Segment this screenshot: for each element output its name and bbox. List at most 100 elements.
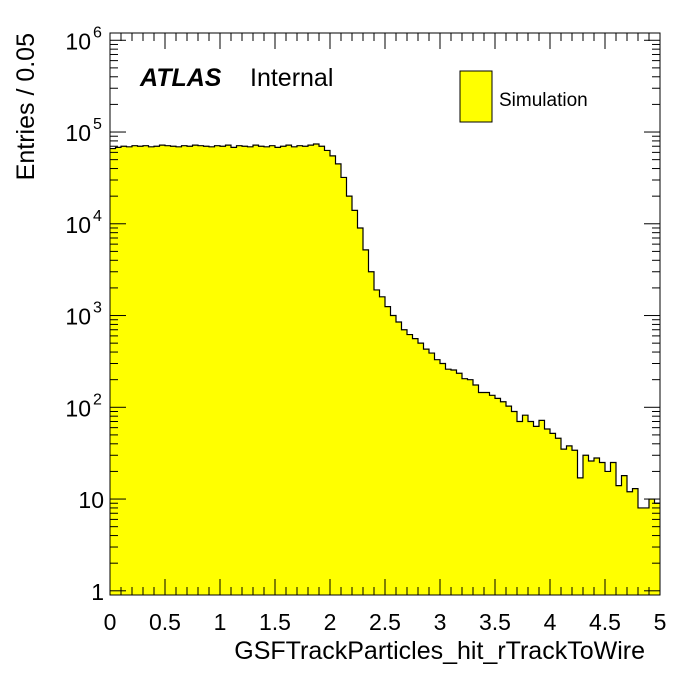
histogram-bar: [649, 499, 655, 595]
histogram-bar: [291, 146, 298, 595]
histogram-bar: [148, 146, 155, 595]
histogram-bar: [550, 433, 556, 595]
y-tick-exponent: 5: [93, 116, 102, 133]
histogram-bar: [264, 146, 270, 595]
histogram-bar: [176, 146, 182, 595]
histogram-bar: [566, 445, 573, 595]
histogram-bar: [357, 227, 364, 596]
histogram-bar: [517, 421, 523, 595]
x-tick-label: 3: [434, 609, 447, 635]
histogram-bar: [302, 146, 309, 596]
histogram-bar: [286, 145, 292, 596]
histogram-bar: [154, 146, 160, 596]
histogram-bar: [561, 449, 567, 595]
histogram-bar: [544, 429, 551, 595]
histogram-bar: [242, 146, 248, 596]
histogram-bar: [258, 146, 265, 596]
histogram-bar: [429, 353, 435, 595]
x-tick-label: 2: [324, 609, 337, 635]
histogram-bar: [489, 395, 496, 595]
histogram-bar: [500, 401, 507, 595]
x-tick-label: 4.5: [589, 609, 621, 635]
histogram-bar: [132, 145, 138, 596]
histogram-bar: [225, 145, 232, 596]
histogram-bar: [324, 150, 331, 595]
histogram-bar: [192, 145, 199, 596]
x-tick-label: 1.5: [259, 609, 291, 635]
histogram-bar: [374, 289, 380, 595]
x-axis-label: GSFTrackParticles_hit_rTrackToWire: [234, 637, 645, 665]
histogram-bar: [396, 322, 402, 595]
atlas-label: ATLAS: [139, 64, 222, 92]
histogram-bar: [335, 163, 342, 595]
histogram-bar: [412, 338, 419, 595]
histogram-bar: [522, 415, 529, 595]
histogram-bar: [214, 145, 221, 596]
histogram-bar: [451, 369, 457, 595]
y-tick-exponent: 6: [93, 24, 102, 41]
histogram-bar: [572, 450, 578, 595]
legend-swatch-simulation: [459, 70, 493, 123]
histogram-bar: [275, 147, 281, 595]
histogram-bar: [401, 329, 408, 595]
histogram-bar: [313, 144, 320, 595]
histogram-bar: [467, 379, 474, 595]
histogram-layer: [110, 143, 661, 596]
histogram-bar: [418, 343, 424, 595]
histogram-bar: [654, 503, 661, 595]
internal-label: Internal: [250, 64, 333, 92]
histogram-bar: [539, 420, 545, 595]
histogram-bar: [583, 455, 589, 595]
histogram-bar: [484, 392, 490, 595]
histogram-bar: [110, 148, 116, 595]
histogram-bar: [308, 145, 314, 596]
histogram-bar: [280, 146, 287, 596]
histogram-bar: [137, 146, 144, 596]
legend: Simulation: [459, 70, 588, 123]
histogram-bar: [506, 406, 512, 595]
histogram-bar: [209, 146, 215, 595]
x-tick-label: 2.5: [369, 609, 401, 635]
histogram-bar: [605, 471, 611, 595]
histogram-bar: [126, 146, 133, 595]
histogram-bar: [599, 462, 606, 595]
histogram-bar: [198, 145, 204, 596]
histogram-bar: [462, 378, 468, 595]
histogram-bar: [495, 398, 501, 595]
legend-label-simulation: Simulation: [499, 90, 588, 111]
histogram-bar: [616, 485, 622, 595]
histogram-bar: [588, 460, 595, 595]
y-tick-label: 10: [65, 395, 91, 421]
histogram-bar: [319, 146, 325, 596]
histogram-bar: [445, 369, 452, 595]
histogram-bar: [643, 507, 650, 595]
histogram-bar: [533, 426, 540, 595]
histogram-bar: [203, 146, 210, 596]
x-tick-label: 0.5: [149, 609, 181, 635]
histogram-bar: [231, 147, 237, 595]
histogram-bar: [170, 146, 177, 596]
histogram-bar: [297, 145, 303, 596]
histogram-bar: [638, 507, 644, 595]
histogram-bar: [390, 315, 397, 595]
histogram-bar: [456, 373, 463, 595]
histogram-bar: [247, 146, 254, 595]
histogram-bar: [610, 462, 617, 595]
histogram-bar: [379, 296, 386, 595]
y-tick-label: 1: [91, 579, 104, 605]
histogram-bar: [253, 145, 259, 596]
histogram-bar: [165, 145, 171, 596]
histogram-bar: [159, 145, 166, 596]
histogram-bar: [115, 147, 122, 595]
y-axis-label: Entries / 0.05: [12, 33, 40, 180]
y-tick-label: 10: [65, 120, 91, 146]
histogram-bar: [555, 438, 562, 595]
histogram-bar: [632, 488, 639, 595]
y-tick-label: 10: [65, 28, 91, 54]
y-tick-exponent: 3: [93, 300, 102, 317]
histogram-bar: [594, 458, 600, 595]
histogram-bar: [478, 392, 485, 595]
y-tick-label: 10: [65, 212, 91, 238]
x-tick-label: 0: [104, 609, 117, 635]
